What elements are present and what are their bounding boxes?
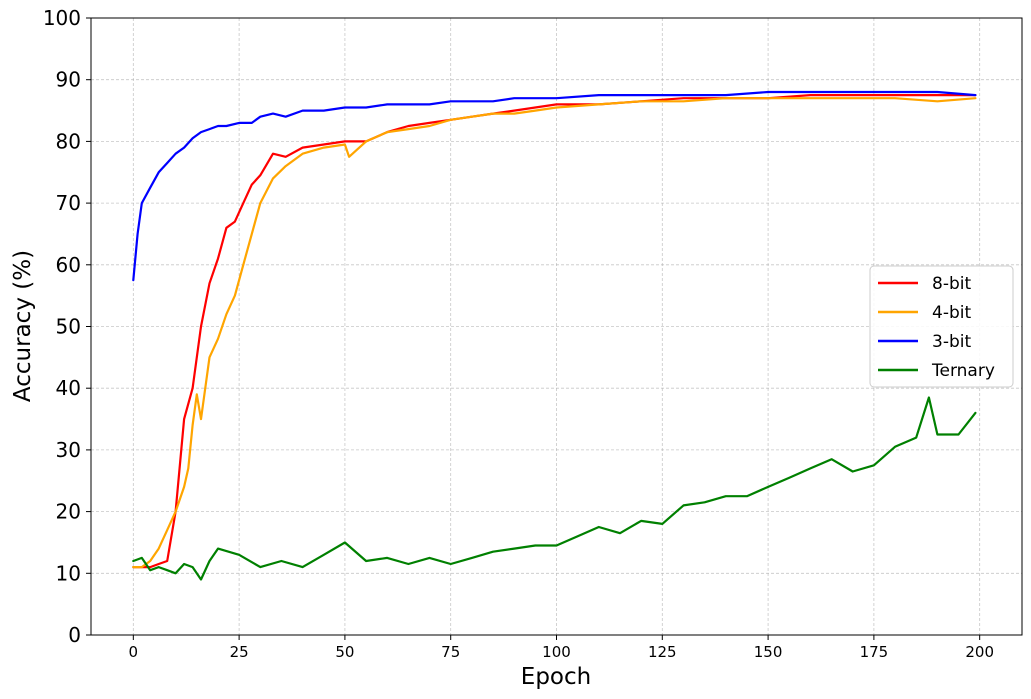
x-tick-label: 200 — [965, 643, 994, 661]
series-line-4-bit — [132, 97, 977, 569]
legend-label: 8-bit — [932, 274, 971, 294]
y-axis-label: Accuracy (%) — [10, 250, 36, 402]
axis-ticks: 0 25 50 75 100 125 150 175 200 0 10 20 30 40 50 60 70 80 9… — [43, 6, 994, 661]
x-tick-label: 75 — [441, 643, 460, 661]
y-tick-label: 60 — [56, 253, 81, 277]
y-tick-label: 0 — [68, 623, 81, 647]
legend-label: 4-bit — [932, 303, 971, 323]
legend-label: 3-bit — [932, 332, 971, 352]
y-tick-label: 70 — [56, 191, 81, 215]
y-tick-label: 40 — [56, 376, 81, 400]
x-tick-label: 175 — [860, 643, 889, 661]
x-tick-label: 125 — [648, 643, 677, 661]
y-tick-label: 20 — [56, 500, 81, 524]
x-tick-label: 0 — [129, 643, 139, 661]
x-tick-label: 150 — [754, 643, 783, 661]
y-tick-label: 50 — [56, 315, 81, 339]
legend-box — [869, 265, 1014, 388]
series-line-3-bit — [132, 90, 977, 282]
legend: 8-bit 4-bit 3-bit Ternary — [869, 265, 1014, 388]
x-axis-label: Epoch — [521, 664, 591, 690]
y-tick-label: 80 — [56, 129, 81, 153]
x-tick-label: 100 — [542, 643, 571, 661]
legend-label: Ternary — [931, 361, 995, 381]
x-tick-label: 50 — [335, 643, 354, 661]
series-lines — [132, 90, 977, 581]
y-tick-label: 100 — [43, 6, 81, 30]
x-tick-label: 25 — [230, 643, 249, 661]
y-tick-label: 30 — [56, 438, 81, 462]
y-tick-label: 10 — [56, 561, 81, 585]
y-tick-label: 90 — [56, 68, 81, 92]
series-line-ternary — [132, 396, 977, 581]
series-line-8-bit — [132, 93, 977, 569]
